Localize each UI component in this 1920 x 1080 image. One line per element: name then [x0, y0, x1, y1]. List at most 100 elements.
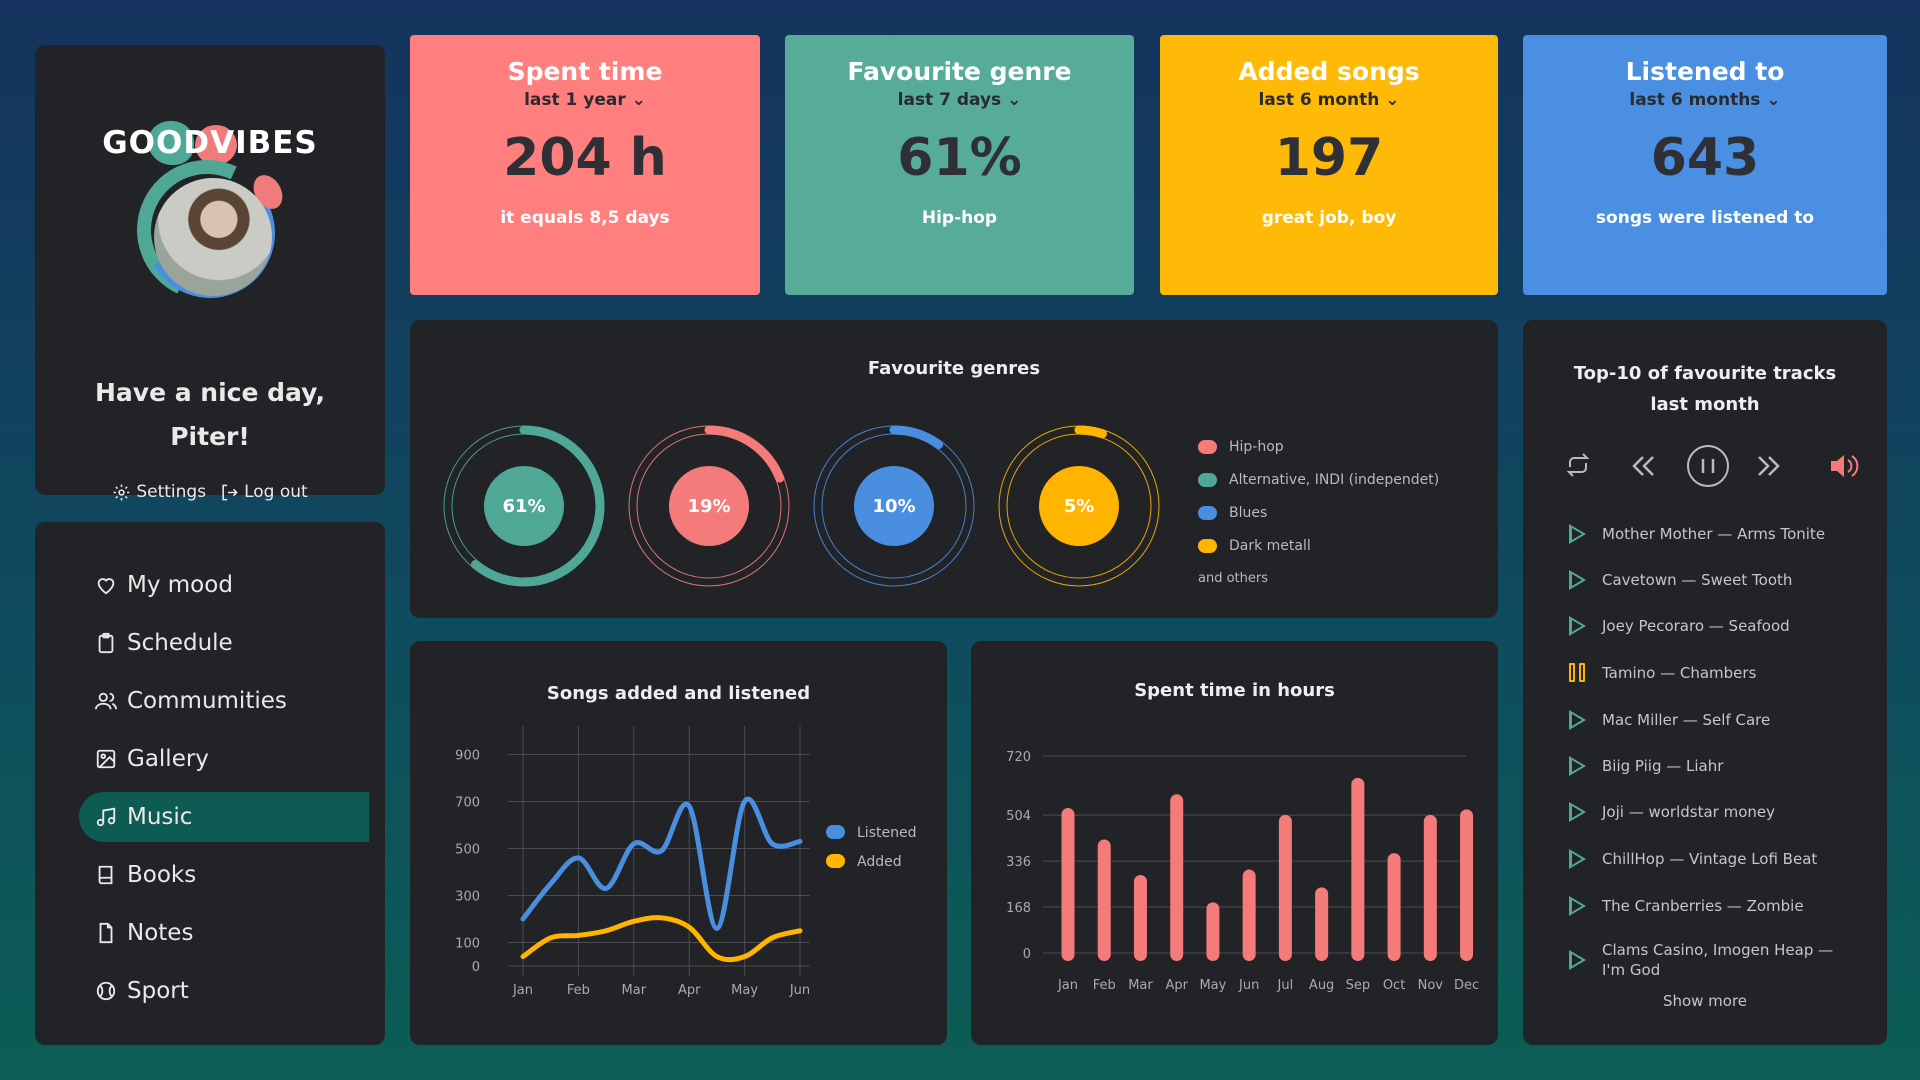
- track-item[interactable]: Clams Casino, Imogen Heap — I'm God: [1569, 940, 1842, 980]
- track-item[interactable]: Biig Piig — Liahr: [1569, 756, 1723, 776]
- stat-title: Listened to: [1625, 57, 1785, 86]
- stat-title: Spent time: [507, 57, 663, 86]
- play-icon[interactable]: [1569, 616, 1586, 636]
- bar: [1061, 807, 1075, 961]
- sidebar-item-label: Sport: [127, 978, 189, 1004]
- stat-value: 204 h: [503, 128, 667, 188]
- sidebar-item-music[interactable]: Music: [79, 792, 369, 842]
- sidebar-item-notes[interactable]: Notes: [95, 908, 193, 958]
- stat-card-listened-to: Listened to last 6 months ⌄ 643 songs we…: [1523, 35, 1887, 295]
- legend-label: Blues: [1229, 504, 1268, 521]
- donut-label: 61%: [502, 496, 545, 517]
- sidebar-item-communities[interactable]: Commumities: [95, 676, 287, 726]
- chevron-down-icon: ⌄: [1007, 90, 1022, 110]
- gear-icon: [113, 484, 130, 500]
- bar: [1097, 839, 1111, 961]
- x-tick-label: Jun: [1238, 978, 1259, 993]
- volume-icon[interactable]: [1831, 455, 1859, 477]
- repeat-icon[interactable]: [1566, 453, 1590, 477]
- track-item[interactable]: ChillHop — Vintage Lofi Beat: [1569, 849, 1817, 869]
- pause-icon[interactable]: [1569, 663, 1586, 682]
- track-label: The Cranberries — Zombie: [1602, 897, 1804, 915]
- y-tick-label: 720: [1006, 750, 1031, 765]
- settings-button[interactable]: Settings: [112, 482, 206, 502]
- image-icon: [96, 749, 116, 769]
- donut-arc: [813, 425, 975, 587]
- greeting-name: Piter!: [170, 422, 250, 451]
- track-label: Joey Pecoraro — Seafood: [1602, 617, 1790, 635]
- track-label: Cavetown — Sweet Tooth: [1602, 571, 1793, 589]
- play-icon[interactable]: [1569, 802, 1586, 822]
- player-controls: [1566, 445, 1859, 487]
- period-dropdown[interactable]: last 1 year ⌄: [410, 90, 760, 110]
- donut-center: [669, 466, 749, 546]
- track-item[interactable]: Joey Pecoraro — Seafood: [1569, 616, 1790, 636]
- play-icon[interactable]: [1569, 849, 1586, 869]
- app-logo[interactable]: GOODVIBES: [35, 121, 385, 167]
- sidebar-item-sport[interactable]: Sport: [95, 966, 189, 1016]
- y-tick-label: 100: [455, 937, 480, 952]
- logout-button[interactable]: Log out: [220, 482, 308, 502]
- chart-title: Spent time in hours: [1134, 680, 1335, 701]
- play-icon[interactable]: [1569, 756, 1586, 776]
- greeting: Have a nice day, Piter!: [35, 371, 385, 459]
- period-dropdown[interactable]: last 6 months ⌄: [1523, 90, 1887, 110]
- avatar[interactable]: [117, 140, 297, 320]
- track-label: ChillHop — Vintage Lofi Beat: [1602, 850, 1818, 868]
- bar: [1278, 814, 1292, 961]
- sidebar-item-books[interactable]: Books: [95, 850, 196, 900]
- book-icon: [98, 865, 113, 885]
- sidebar-item-schedule[interactable]: Schedule: [95, 618, 233, 668]
- fast-forward-icon[interactable]: [1758, 456, 1780, 476]
- rewind-icon[interactable]: [1632, 456, 1654, 476]
- legend-label: Alternative, INDI (independet): [1229, 471, 1440, 488]
- legend-more[interactable]: and others: [1198, 571, 1268, 586]
- y-tick-label: 168: [1006, 901, 1031, 916]
- chevron-down-icon: ⌄: [1385, 90, 1400, 110]
- y-tick-label: 0: [472, 960, 480, 975]
- x-tick-label: Mar: [1128, 978, 1153, 993]
- legend-label: Listened: [857, 825, 916, 841]
- show-more-link[interactable]: Show more: [1662, 992, 1748, 1010]
- play-icon[interactable]: [1569, 570, 1586, 590]
- track-item[interactable]: Mother Mother — Arms Tonite: [1569, 524, 1825, 544]
- panel-title: Favourite genres: [867, 358, 1041, 379]
- clipboard-icon: [98, 632, 114, 654]
- track-item-playing[interactable]: Tamino — Chambers: [1569, 663, 1756, 682]
- track-item[interactable]: Cavetown — Sweet Tooth: [1569, 570, 1792, 590]
- sidebar-item-label: Books: [127, 862, 197, 888]
- track-label: Clams Casino, Imogen Heap — I'm God: [1602, 941, 1834, 979]
- track-item[interactable]: Mac Miller — Self Care: [1569, 710, 1770, 730]
- period-label: last 7 days: [897, 90, 1002, 110]
- y-tick-label: 504: [1006, 809, 1031, 824]
- tracks-title-line1: Top-10 of favourite tracks: [1573, 363, 1837, 384]
- legend-item: Blues: [1198, 496, 1439, 529]
- bar: [1460, 809, 1474, 961]
- play-icon[interactable]: [1569, 710, 1586, 730]
- sidebar-item-my-mood[interactable]: My mood: [95, 560, 233, 610]
- genre-donuts: 61% 19% 10% 5%: [443, 425, 1160, 587]
- legend-dot: [826, 825, 845, 839]
- play-icon[interactable]: [1569, 524, 1586, 544]
- period-label: last 6 months: [1629, 90, 1761, 110]
- donut-label: 5%: [1064, 496, 1095, 517]
- profile-card: GOODVIBES Have a nice day, Piter! Settin…: [35, 45, 385, 502]
- y-tick-label: 336: [1006, 855, 1031, 870]
- stat-card-spent-time: Spent time last 1 year ⌄ 204 h it equals…: [410, 35, 760, 295]
- track-item[interactable]: The Cranberries — Zombie: [1569, 896, 1804, 916]
- logo-blob-red: [195, 125, 237, 165]
- bar: [1387, 853, 1401, 961]
- x-tick-label: Aug: [1309, 978, 1334, 993]
- period-dropdown[interactable]: last 6 month ⌄: [1160, 90, 1498, 110]
- sidebar-item-label: Commumities: [127, 688, 287, 714]
- period-dropdown[interactable]: last 7 days ⌄: [785, 90, 1134, 110]
- play-icon[interactable]: [1569, 950, 1586, 970]
- x-tick-label: Apr: [678, 983, 701, 998]
- logo-text: GOODVIBES: [102, 125, 318, 161]
- legend-dot: [1198, 439, 1217, 454]
- sidebar-item-gallery[interactable]: Gallery: [95, 734, 209, 784]
- pause-button[interactable]: [1687, 445, 1729, 487]
- track-item[interactable]: Joji — worldstar money: [1569, 802, 1775, 822]
- x-tick-label: Sep: [1346, 978, 1371, 993]
- play-icon[interactable]: [1569, 896, 1586, 916]
